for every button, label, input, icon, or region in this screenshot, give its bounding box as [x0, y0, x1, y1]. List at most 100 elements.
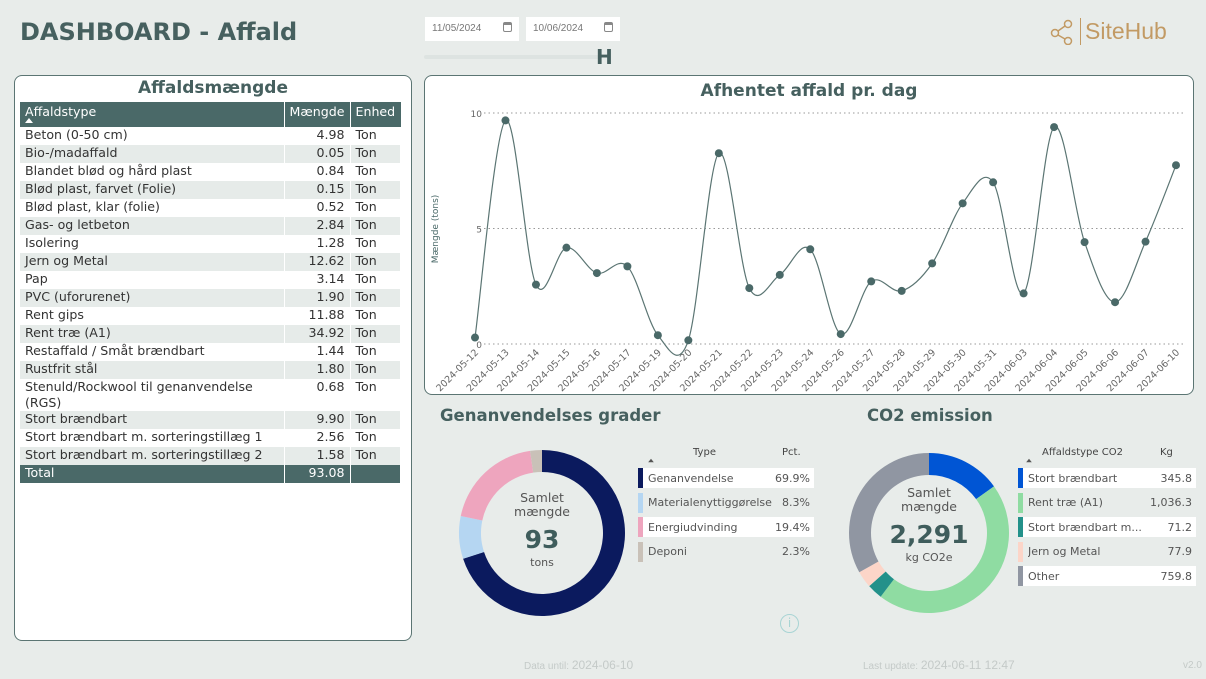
cell-amount: 3.14: [284, 271, 351, 289]
sort-ascending-icon[interactable]: [648, 458, 654, 463]
data-point[interactable]: [958, 199, 967, 208]
donut-slice[interactable]: [530, 450, 542, 473]
data-point[interactable]: [1050, 123, 1059, 132]
legend-item[interactable]: Stort brændbart m... 71.2: [1018, 517, 1196, 537]
data-point[interactable]: [531, 280, 540, 289]
sort-ascending-icon[interactable]: [25, 118, 33, 123]
legend-header-kg[interactable]: Kg: [1160, 447, 1173, 458]
calendar-icon[interactable]: [604, 22, 613, 32]
network-icon: [1050, 19, 1073, 45]
info-icon[interactable]: i: [780, 614, 799, 633]
legend-value: 19.4%: [775, 520, 810, 534]
table-row[interactable]: Beton (0-50 cm) 4.98 Ton: [20, 127, 401, 145]
waste-table: Affaldstype Mængde Enhed Beton (0-50 cm)…: [20, 102, 401, 483]
cell-type: PVC (uforurenet): [20, 289, 285, 307]
donut-slice[interactable]: [460, 450, 534, 521]
donut-slice[interactable]: [859, 561, 886, 587]
data-point[interactable]: [592, 269, 601, 278]
date-range-slider[interactable]: [424, 55, 602, 59]
data-point[interactable]: [562, 243, 571, 252]
data-point[interactable]: [806, 245, 815, 254]
logo-text: SiteHub: [1080, 18, 1167, 45]
table-row[interactable]: Rent træ (A1) 34.92 Ton: [20, 325, 401, 343]
table-row[interactable]: Jern og Metal 12.62 Ton: [20, 253, 401, 271]
data-point[interactable]: [745, 284, 754, 293]
column-header-unit[interactable]: Enhed: [350, 102, 401, 127]
data-point[interactable]: [989, 178, 998, 187]
table-row[interactable]: Gas- og letbeton 2.84 Ton: [20, 217, 401, 235]
table-row[interactable]: Stort brændbart 9.90 Ton: [20, 411, 401, 429]
total-row: Total 93.08: [20, 465, 401, 483]
calendar-icon[interactable]: [503, 22, 512, 32]
cell-amount: 12.62: [284, 253, 351, 271]
date-from-input[interactable]: 11/05/2024: [425, 17, 519, 41]
date-to-input[interactable]: 10/06/2024: [526, 17, 620, 41]
donut-slice[interactable]: [880, 486, 1009, 613]
page-title: DASHBOARD - Affald: [20, 18, 298, 46]
last-update-value: 2024-06-11 12:47: [920, 658, 1015, 672]
data-point[interactable]: [714, 149, 723, 158]
legend-item[interactable]: Deponi 2.3%: [638, 541, 814, 562]
legend-swatch: [638, 492, 643, 513]
donut-slice[interactable]: [929, 453, 994, 500]
sort-ascending-icon[interactable]: [1026, 458, 1032, 463]
data-point[interactable]: [684, 336, 693, 345]
table-row[interactable]: Stenuld/Rockwool til genanvendelse (RGS)…: [20, 379, 401, 411]
data-point[interactable]: [501, 116, 510, 125]
donut-slice[interactable]: [849, 453, 929, 573]
data-point[interactable]: [471, 333, 479, 342]
legend-label: Other: [1028, 569, 1060, 583]
column-header-amount[interactable]: Mængde: [284, 102, 351, 127]
table-row[interactable]: Rent gips 11.88 Ton: [20, 307, 401, 325]
legend-item[interactable]: Energiudvinding 19.4%: [638, 517, 814, 537]
data-point[interactable]: [775, 270, 784, 279]
cell-type: Jern og Metal: [20, 253, 285, 271]
column-header-type[interactable]: Affaldstype: [20, 102, 285, 127]
table-row[interactable]: Bio-/madaffald 0.05 Ton: [20, 145, 401, 163]
legend-item[interactable]: Materialenyttiggørelse 8.3%: [638, 492, 814, 513]
cell-type: Stort brændbart: [20, 411, 285, 429]
data-point[interactable]: [1111, 298, 1120, 307]
table-row[interactable]: Restaffald / Småt brændbart 1.44 Ton: [20, 343, 401, 361]
table-row[interactable]: Rustfrit stål 1.80 Ton: [20, 361, 401, 379]
slider-handle[interactable]: H: [596, 45, 613, 69]
legend-item[interactable]: Jern og Metal 77.9: [1018, 541, 1196, 562]
data-point[interactable]: [867, 277, 876, 286]
data-point[interactable]: [1019, 289, 1028, 298]
legend-header-pct[interactable]: Pct.: [782, 447, 801, 458]
data-point[interactable]: [897, 286, 906, 295]
cell-type: Stort brændbart m. sorteringstillæg 2: [20, 447, 285, 465]
data-point[interactable]: [1141, 237, 1150, 246]
data-point[interactable]: [836, 330, 845, 339]
cell-amount: 0.05: [284, 145, 351, 163]
table-row[interactable]: Blød plast, klar (folie) 0.52 Ton: [20, 199, 401, 217]
co2-title: CO2 emission: [867, 406, 993, 425]
table-row[interactable]: Isolering 1.28 Ton: [20, 235, 401, 253]
donut-slice[interactable]: [459, 516, 485, 559]
legend-header-type[interactable]: Type: [693, 447, 716, 458]
table-row[interactable]: PVC (uforurenet) 1.90 Ton: [20, 289, 401, 307]
donut-slice[interactable]: [869, 571, 894, 597]
legend-label: Rent træ (A1): [1028, 496, 1103, 509]
legend-item[interactable]: Other 759.8: [1018, 566, 1196, 586]
cell-unit: Ton: [350, 253, 401, 271]
data-until-label: Data until:: [524, 661, 570, 672]
table-row[interactable]: Pap 3.14 Ton: [20, 271, 401, 289]
data-point[interactable]: [653, 331, 662, 340]
legend-label: Stort brændbart: [1028, 471, 1118, 485]
data-point[interactable]: [1172, 161, 1180, 170]
table-row[interactable]: Blød plast, farvet (Folie) 0.15 Ton: [20, 181, 401, 199]
table-row[interactable]: Blandet blød og hård plast 0.84 Ton: [20, 163, 401, 181]
legend-item[interactable]: Rent træ (A1) 1,036.3: [1018, 492, 1196, 513]
cell-amount: 1.28: [284, 235, 351, 253]
legend-swatch: [1018, 468, 1023, 488]
legend-item[interactable]: Genanvendelse 69.9%: [638, 468, 814, 488]
data-point[interactable]: [1080, 238, 1089, 247]
legend-item[interactable]: Stort brændbart 345.8: [1018, 468, 1196, 488]
data-point[interactable]: [928, 259, 937, 268]
legend-header-type[interactable]: Affaldstype CO2: [1042, 447, 1123, 458]
data-point[interactable]: [623, 262, 632, 271]
table-row[interactable]: Stort brændbart m. sorteringstillæg 1 2.5…: [20, 429, 401, 447]
table-row[interactable]: Stort brændbart m. sorteringstillæg 2 1.5…: [20, 447, 401, 465]
donut-center-value: 2,291: [889, 520, 969, 549]
